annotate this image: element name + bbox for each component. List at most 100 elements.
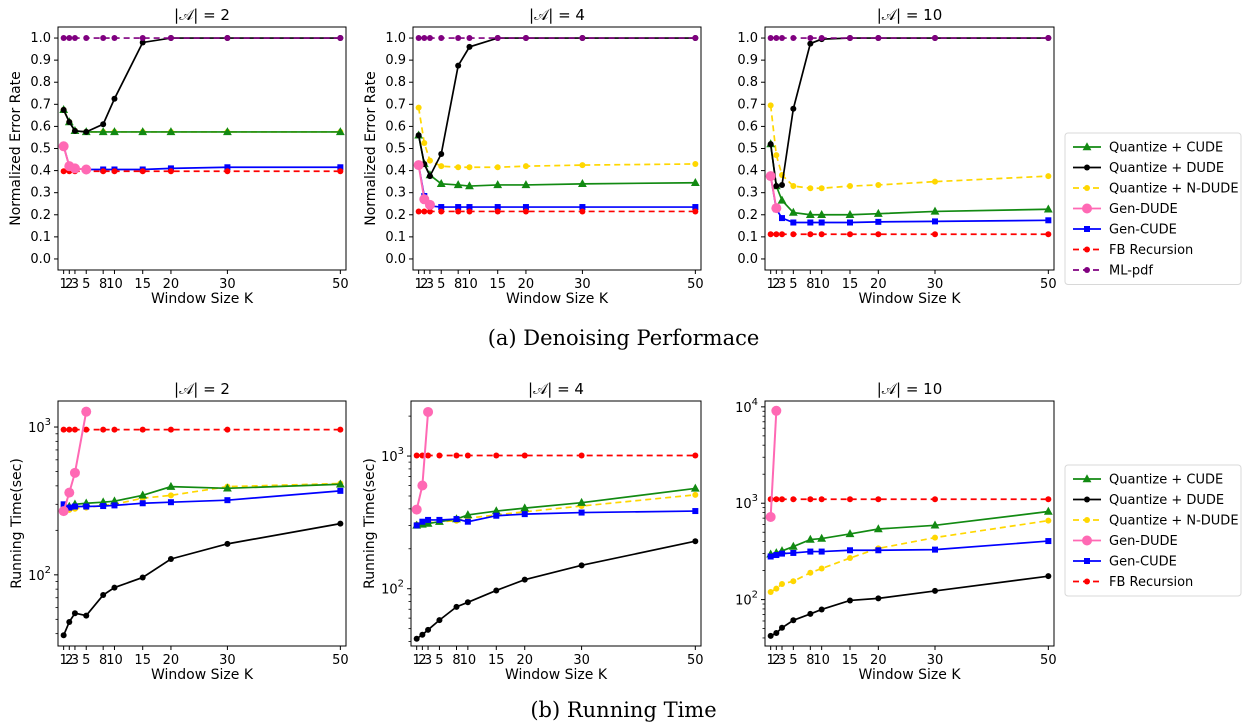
data-point xyxy=(438,35,445,42)
y-axis-label: Normalized Error Rate xyxy=(363,71,379,226)
data-point xyxy=(805,534,815,543)
chart-title: |𝒜| = 2 xyxy=(174,380,230,398)
data-point xyxy=(807,548,814,555)
data-point xyxy=(466,204,473,211)
data-point xyxy=(773,630,780,637)
x-tick-label: 15 xyxy=(489,277,506,292)
data-point xyxy=(66,118,73,125)
data-point xyxy=(167,555,174,562)
data-point xyxy=(166,127,176,136)
data-point xyxy=(845,529,855,538)
data-point xyxy=(692,160,699,167)
chart-title: |𝒜| = 10 xyxy=(877,380,943,398)
series-fb-recursion xyxy=(60,426,344,433)
x-tick-label: 1 xyxy=(415,277,423,292)
series-ml-pdf xyxy=(60,35,344,42)
legend-marker xyxy=(1084,267,1090,273)
series-line xyxy=(417,37,696,179)
data-point xyxy=(875,218,882,225)
chart-title: |𝒜| = 10 xyxy=(877,6,943,24)
data-point xyxy=(790,578,797,585)
x-axis-label: Window Size K xyxy=(506,291,609,307)
data-point xyxy=(223,483,232,492)
data-point xyxy=(692,35,699,42)
legend-label: Quantize + N-DUDE xyxy=(1109,514,1239,529)
data-point xyxy=(69,163,80,174)
data-point xyxy=(932,178,938,185)
data-point xyxy=(419,631,426,638)
data-point xyxy=(1045,538,1052,545)
plot-frame xyxy=(57,26,347,271)
legend-marker xyxy=(1082,474,1092,483)
series-gen-dude xyxy=(765,171,782,214)
data-point xyxy=(790,105,797,112)
data-point xyxy=(335,479,345,488)
data-point xyxy=(337,168,344,175)
data-point xyxy=(765,171,776,182)
legend-frame xyxy=(1064,132,1242,285)
data-point xyxy=(436,179,446,188)
data-point xyxy=(453,180,463,189)
data-point xyxy=(100,503,107,510)
data-point xyxy=(818,496,825,503)
data-point xyxy=(932,496,938,503)
data-point xyxy=(100,592,107,599)
data-point xyxy=(779,624,785,631)
y-tick-label: 0.9 xyxy=(737,53,758,68)
series-quantize-cude xyxy=(414,130,700,190)
y-tick-label: 1.0 xyxy=(385,31,406,46)
legend-label: Quantize + CUDE xyxy=(1109,473,1223,488)
data-point xyxy=(337,520,344,527)
y-tick-label: 0.5 xyxy=(385,142,406,157)
data-point xyxy=(138,127,148,136)
data-point xyxy=(139,426,146,433)
series-line xyxy=(62,522,341,636)
data-point xyxy=(415,208,422,215)
data-point xyxy=(847,496,853,503)
data-point xyxy=(847,35,853,42)
data-point xyxy=(71,127,78,134)
y-tick-label: 104 xyxy=(735,397,758,416)
data-point xyxy=(60,168,67,175)
data-point xyxy=(425,626,432,633)
x-tick-label: 10 xyxy=(813,653,830,668)
data-point xyxy=(817,209,827,218)
data-point xyxy=(578,509,585,516)
series-quantize-dude xyxy=(60,520,344,639)
data-point xyxy=(690,177,700,186)
data-point xyxy=(83,612,90,619)
legend-marker xyxy=(1082,142,1092,151)
data-point xyxy=(579,208,586,215)
data-point xyxy=(790,183,797,190)
data-point xyxy=(522,163,529,170)
data-point xyxy=(111,168,118,175)
data-point xyxy=(847,547,853,554)
data-point xyxy=(579,35,586,42)
legend-entry: ML-pdf xyxy=(1073,264,1153,279)
data-point xyxy=(773,496,780,503)
y-axis-label: Normalized Error Rate xyxy=(8,71,24,226)
legend-entry: Quantize + DUDE xyxy=(1073,493,1224,508)
x-tick-label: 8 xyxy=(806,277,814,292)
data-point xyxy=(465,181,474,190)
y-tick-label: 0.4 xyxy=(737,164,758,179)
y-tick-label: 0.5 xyxy=(737,142,758,157)
x-tick-label: 10 xyxy=(106,653,123,668)
legend-marker xyxy=(1084,558,1090,564)
x-tick-label: 50 xyxy=(1040,277,1057,292)
x-tick-label: 10 xyxy=(460,653,477,668)
y-axis-label: Running Time(sec) xyxy=(9,458,25,589)
y-axis-label: Running Time(sec) xyxy=(362,458,378,589)
data-point xyxy=(790,549,797,556)
data-point xyxy=(1043,506,1053,515)
data-point xyxy=(818,219,825,226)
data-point xyxy=(417,480,428,491)
data-point xyxy=(579,162,586,169)
data-point xyxy=(81,406,92,417)
data-point xyxy=(1045,573,1052,580)
data-point xyxy=(167,35,174,42)
series-fb-recursion xyxy=(415,208,699,215)
series-fb-recursion xyxy=(767,496,1052,503)
data-point xyxy=(491,506,501,515)
x-tick-label: 3 xyxy=(426,277,434,292)
